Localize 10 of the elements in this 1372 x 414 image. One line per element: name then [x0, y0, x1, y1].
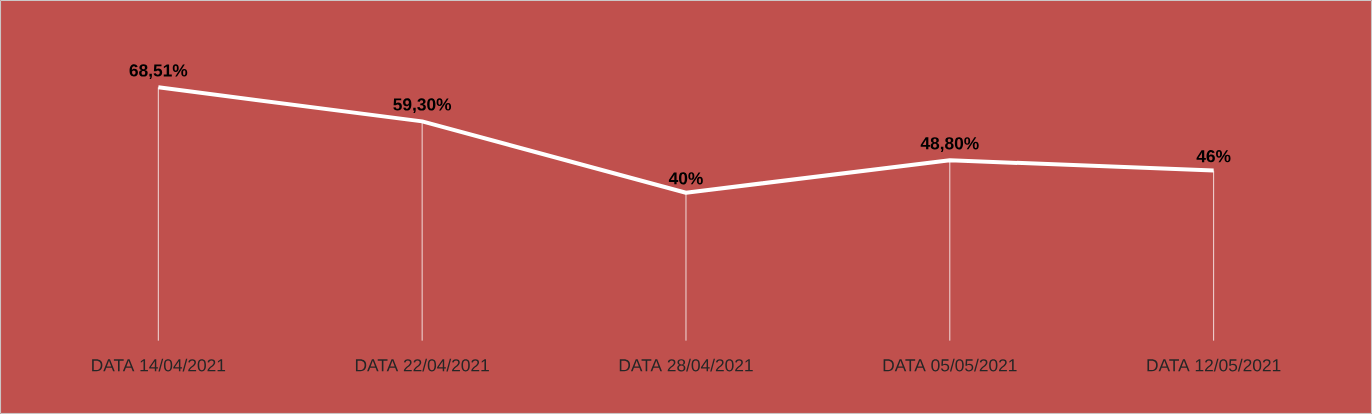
data-label: 48,80% [920, 137, 979, 152]
data-label: 59,30% [393, 98, 452, 114]
data-label: 40% [668, 172, 703, 185]
x-tick-label: DATA 14/04/2021 [92, 358, 226, 372]
x-tick-label: DATA 22/04/2021 [355, 358, 489, 372]
x-tick-label: DATA 28/04/2021 [619, 358, 753, 372]
x-tick-label: DATA 12/05/2021 [1147, 358, 1281, 372]
data-label: 68,51% [129, 64, 188, 80]
data-label: 46% [1196, 150, 1231, 163]
x-tick-label: DATA 05/05/2021 [883, 358, 1017, 372]
